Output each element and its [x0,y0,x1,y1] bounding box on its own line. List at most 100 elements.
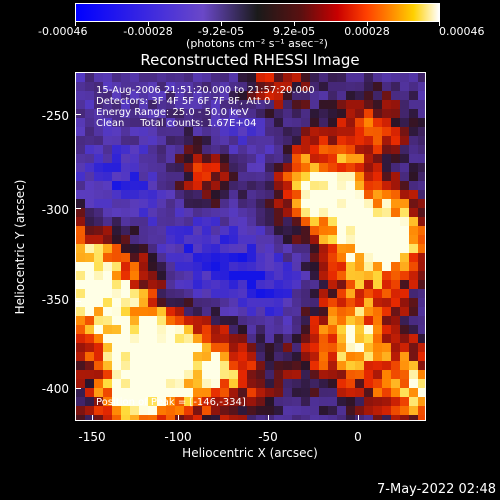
heatmap-cell [157,154,166,163]
heatmap-cell [265,325,274,334]
heatmap-cell [364,82,373,91]
heatmap-cell [364,298,373,307]
heatmap-cell [283,91,292,100]
heatmap-cell [409,316,418,325]
heatmap-cell [103,244,112,253]
heatmap-cell [364,307,373,316]
heatmap-cell [292,406,301,415]
heatmap-cell [121,406,130,415]
heatmap-cell [121,343,130,352]
heatmap-cell [328,154,337,163]
heatmap-cell [121,262,130,271]
heatmap-cell [355,370,364,379]
heatmap-cell [328,361,337,370]
heatmap-cell [193,361,202,370]
heatmap-cell [382,190,391,199]
heatmap-cell [85,379,94,388]
heatmap-cell [184,415,193,420]
heatmap-cell [112,244,121,253]
heatmap-cell [202,127,211,136]
heatmap-cell [184,226,193,235]
heatmap-cell [76,199,85,208]
heatmap-cell [409,118,418,127]
heatmap-cell [202,118,211,127]
heatmap-cell [220,154,229,163]
heatmap-cell [139,379,148,388]
heatmap-cell [292,235,301,244]
heatmap-cell [193,352,202,361]
heatmap-cell [319,415,328,420]
heatmap-cell [238,208,247,217]
heatmap-cell [283,262,292,271]
heatmap-cell [184,172,193,181]
heatmap-cell [220,271,229,280]
heatmap-cell [346,172,355,181]
heatmap-cell [211,154,220,163]
heatmap-cell [247,217,256,226]
heatmap-cell [148,352,157,361]
heatmap-cell [220,181,229,190]
heatmap-cell [328,235,337,244]
heatmap-cell [337,352,346,361]
heatmap-cell [148,361,157,370]
heatmap-cell [355,415,364,420]
heatmap-cell [166,316,175,325]
heatmap-cell [328,217,337,226]
heatmap-cell [418,352,425,361]
heatmap-cell [130,253,139,262]
heatmap-cell [76,154,85,163]
heatmap-cell [130,388,139,397]
heatmap-cell [94,316,103,325]
heatmap-cell [238,172,247,181]
heatmap-cell [166,325,175,334]
heatmap-cell [139,397,148,406]
heatmap-cell [121,325,130,334]
heatmap-cell [418,82,425,91]
heatmap-cell [283,118,292,127]
heatmap-cell [247,136,256,145]
heatmap-cell [292,100,301,109]
heatmap-cell [103,397,112,406]
heatmap-cell [328,388,337,397]
heatmap-cell [328,370,337,379]
heatmap-cell [175,118,184,127]
heatmap-cell [94,289,103,298]
heatmap-cell [400,109,409,118]
heatmap-cell [130,262,139,271]
heatmap-cell [391,352,400,361]
heatmap-cell [166,163,175,172]
heatmap-cell [391,307,400,316]
heatmap-cell [202,91,211,100]
heatmap-cell [364,379,373,388]
heatmap-cell [94,253,103,262]
heatmap-cell [148,127,157,136]
heatmap-cell [328,100,337,109]
heatmap-cell [292,298,301,307]
heatmap-cell [355,388,364,397]
heatmap-cell [103,190,112,199]
heatmap-cell [274,136,283,145]
heatmap-cell [247,379,256,388]
heatmap-cell [391,370,400,379]
heatmap-cell [85,100,94,109]
heatmap-cell [265,145,274,154]
heatmap-cell [418,334,425,343]
heatmap-cell [148,379,157,388]
heatmap-cell [202,172,211,181]
heatmap-cell [157,91,166,100]
heatmap-cell [256,379,265,388]
heatmap-cell [157,190,166,199]
heatmap-cell [328,343,337,352]
heatmap-cell [265,100,274,109]
heatmap-cell [274,181,283,190]
heatmap-cell [409,181,418,190]
heatmap-cell [418,127,425,136]
heatmap-cell [166,289,175,298]
heatmap-cell [400,172,409,181]
heatmap-cell [355,271,364,280]
heatmap-cell [247,289,256,298]
heatmap-cell [229,262,238,271]
heatmap-cell [148,190,157,199]
colorbar-tick-label: -0.00046 [38,25,88,38]
heatmap-cell [112,190,121,199]
